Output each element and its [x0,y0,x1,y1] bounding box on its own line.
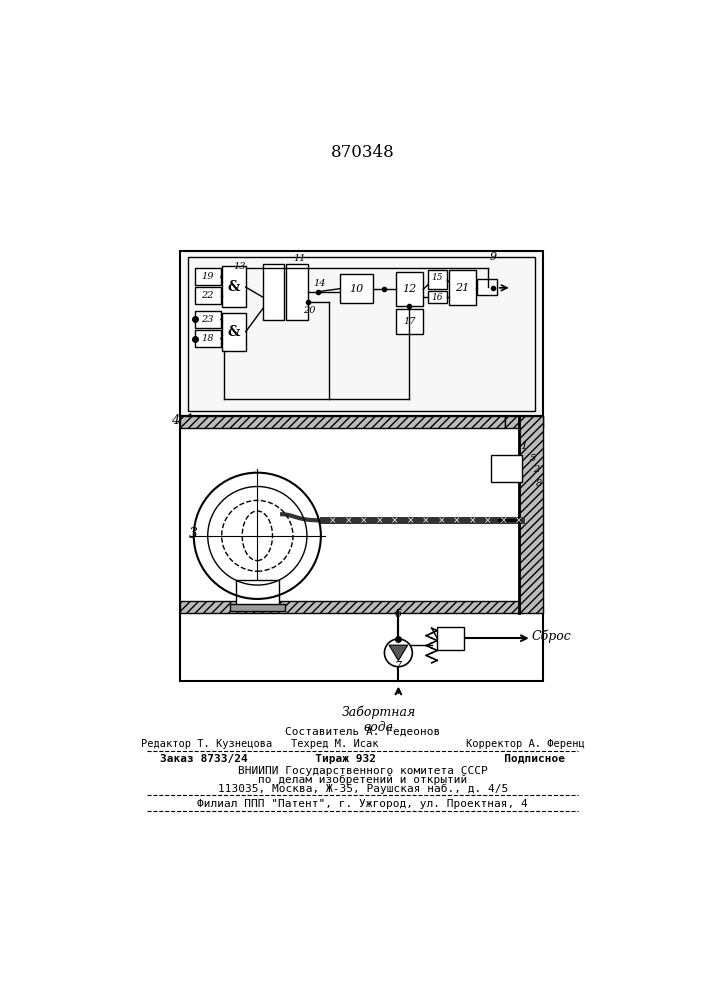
Bar [180,610,542,681]
Text: ×: × [344,516,352,525]
Bar [396,272,423,306]
Text: 11: 11 [293,254,305,263]
Bar [236,580,279,611]
Text: ×: × [422,516,429,525]
Bar [223,312,246,351]
Bar [437,627,464,650]
Text: Редактор Т. Кузнецова   Техред М. Исак              Корректор А. Ференц: Редактор Т. Кузнецова Техред М. Исак Кор… [141,739,585,749]
Text: ×: × [499,516,507,525]
Text: 18: 18 [201,334,214,343]
Text: 17: 17 [403,317,416,326]
Text: 10: 10 [349,284,363,294]
Text: ×: × [468,516,476,525]
Bar [180,251,542,416]
Text: 4: 4 [171,414,179,427]
Text: 19: 19 [201,272,214,281]
Text: Сброс: Сброс [532,629,572,643]
Text: Составитель А. Гедеонов: Составитель А. Гедеонов [285,727,440,737]
Text: 870348: 870348 [331,144,395,161]
Text: 8: 8 [537,479,542,488]
Bar [428,291,448,303]
Text: 20: 20 [303,306,315,315]
Polygon shape [389,645,408,661]
Text: 15: 15 [431,273,443,282]
Text: 6: 6 [395,609,402,619]
Bar [180,416,506,428]
Text: Филиал ППП "Патент", г. Ужгород, ул. Проектная, 4: Филиал ППП "Патент", г. Ужгород, ул. Про… [197,799,528,809]
Bar [396,309,423,334]
Text: ×: × [375,516,382,525]
Text: ×: × [360,516,367,525]
Bar [195,268,221,285]
Bar [519,416,542,613]
Bar [195,287,221,304]
Text: по делам изобретений и открытий: по делам изобретений и открытий [258,775,467,785]
Bar [286,264,308,320]
Text: ×: × [391,516,398,525]
Text: 3: 3 [189,527,197,541]
Bar [180,601,521,613]
Text: &: & [228,280,240,294]
Bar [195,330,221,347]
Text: 14: 14 [313,279,326,288]
Text: ×: × [484,516,491,525]
Text: Забортная
вода: Забортная вода [342,705,416,734]
Text: ВНИИПИ Государственного комитета СССР: ВНИИПИ Государственного комитета СССР [238,766,488,776]
Bar [477,279,497,295]
Text: ×: × [515,516,522,525]
Text: ×: × [407,516,414,525]
Text: 22: 22 [201,291,214,300]
Text: 9: 9 [489,252,496,262]
Bar [180,416,542,613]
Bar [340,274,373,303]
Text: 16: 16 [431,293,443,302]
Bar [187,257,534,411]
Text: ×: × [329,516,337,525]
Text: ×: × [452,516,460,525]
Text: Заказ 8733/24          Тираж 932                   Подписное: Заказ 8733/24 Тираж 932 Подписное [160,754,565,764]
Bar [449,270,476,305]
Text: 21: 21 [455,283,469,293]
Circle shape [385,639,412,667]
Text: 2: 2 [533,465,539,474]
Bar [428,270,448,289]
Text: 7: 7 [395,661,402,671]
Text: 1: 1 [520,441,527,451]
Text: 23: 23 [201,315,214,324]
Bar [506,416,542,428]
Text: 5: 5 [530,454,536,463]
Bar [223,266,246,307]
Text: 12: 12 [402,284,416,294]
Text: ×: × [437,516,445,525]
Bar [263,264,284,320]
Text: 13: 13 [233,262,246,271]
Text: 113035, Москва, Ж-35, Раушская наб., д. 4/5: 113035, Москва, Ж-35, Раушская наб., д. … [218,784,508,794]
Bar [230,604,285,611]
Text: &: & [228,325,240,339]
Bar [195,311,221,328]
Bar [491,455,522,482]
